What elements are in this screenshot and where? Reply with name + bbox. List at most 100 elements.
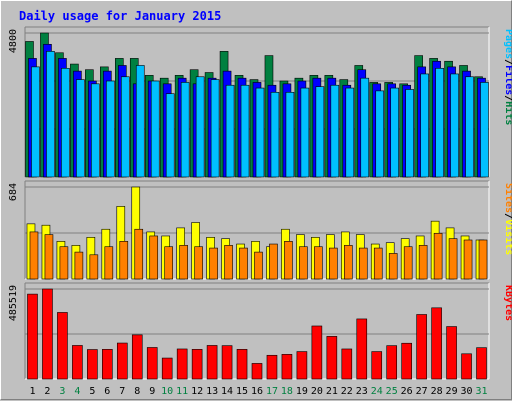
bar-kbytes-day-15 <box>236 349 248 380</box>
bar-pages-day-9 <box>150 80 160 178</box>
bar-pages-day-24 <box>375 90 385 178</box>
x-tick-label: 2 <box>44 386 50 397</box>
x-tick-label: 28 <box>431 386 443 397</box>
bar-kbytes-day-26 <box>401 342 412 380</box>
bar-sites-day-23 <box>358 247 368 280</box>
x-tick-label: 31 <box>475 386 487 397</box>
bar-sites-day-15 <box>239 247 248 280</box>
bar-sites-day-24 <box>373 247 383 280</box>
bar-sites-day-21 <box>329 247 338 280</box>
bar-pages-day-10 <box>165 93 175 178</box>
bar-kbytes-day-23 <box>356 318 368 380</box>
bar-pages-day-2 <box>46 51 55 178</box>
bar-kbytes-day-25 <box>386 345 398 380</box>
bar-pages-day-12 <box>195 76 205 178</box>
bar-sites-day-8 <box>134 228 144 280</box>
x-tick-label: 4 <box>74 386 80 397</box>
x-tick-label: 29 <box>446 386 458 397</box>
bar-sites-day-29 <box>448 238 458 280</box>
bar-kbytes-day-18 <box>281 354 293 380</box>
bar-kbytes-day-21 <box>326 336 338 380</box>
y-max-label: 684 <box>8 183 19 201</box>
bar-kbytes-day-6 <box>102 349 113 380</box>
x-tick-label: 21 <box>326 386 338 397</box>
bar-kbytes-day-11 <box>176 348 188 380</box>
x-tick-label: 22 <box>341 386 353 397</box>
bar-pages-day-22 <box>345 87 355 178</box>
y-axis-label: Sites/Visits <box>503 183 512 255</box>
bar-sites-day-3 <box>59 246 69 280</box>
x-tick-label: 16 <box>251 386 263 397</box>
y-axis-label-part: Sites <box>503 183 512 213</box>
bar-sites-day-31 <box>478 239 488 280</box>
bar-kbytes-day-29 <box>446 326 457 380</box>
y-axis-label: KBytes <box>503 285 512 321</box>
bar-sites-day-5 <box>89 254 99 280</box>
bar-pages-day-20 <box>315 86 325 178</box>
bar-sites-day-16 <box>254 251 263 280</box>
bar-pages-day-26 <box>405 89 414 178</box>
x-tick-label: 3 <box>59 386 65 397</box>
bar-sites-day-26 <box>403 246 413 280</box>
bar-sites-day-9 <box>149 235 159 280</box>
y-axis-label-part: / <box>503 95 512 101</box>
x-tick-label: 5 <box>89 386 95 397</box>
bar-kbytes-day-10 <box>161 357 173 380</box>
bar-pages-day-11 <box>180 82 190 178</box>
x-tick-label: 20 <box>311 386 323 397</box>
x-tick-label: 1 <box>29 386 35 397</box>
y-axis-label-part: Visits <box>503 219 512 255</box>
x-tick-label: 6 <box>104 386 110 397</box>
bar-sites-day-18 <box>284 241 293 280</box>
x-tick-label: 10 <box>161 386 173 397</box>
x-tick-label: 23 <box>356 386 368 397</box>
x-tick-label: 24 <box>371 386 383 397</box>
bar-pages-day-23 <box>360 77 370 178</box>
bar-sites-day-7 <box>119 241 129 280</box>
bar-kbytes-day-8 <box>131 334 143 380</box>
x-tick-label: 12 <box>191 386 203 397</box>
bar-kbytes-day-4 <box>72 345 83 380</box>
bar-pages-day-7 <box>120 76 130 178</box>
bar-pages-day-4 <box>76 79 85 178</box>
x-tick-label: 15 <box>236 386 248 397</box>
bar-kbytes-day-13 <box>206 345 218 380</box>
bar-kbytes-day-28 <box>431 307 442 380</box>
bar-kbytes-day-7 <box>116 342 128 380</box>
bar-pages-day-8 <box>135 65 145 178</box>
bar-sites-day-14 <box>224 245 233 280</box>
x-tick-label: 7 <box>119 386 125 397</box>
bar-pages-day-19 <box>300 87 310 178</box>
bar-kbytes-day-17 <box>266 354 278 380</box>
bar-kbytes-day-5 <box>87 349 98 380</box>
bar-pages-day-30 <box>465 76 474 178</box>
bar-pages-day-3 <box>61 67 70 178</box>
bar-kbytes-day-31 <box>476 347 487 380</box>
bar-pages-day-21 <box>330 84 340 178</box>
bar-kbytes-day-22 <box>341 348 353 380</box>
x-tick-label: 26 <box>401 386 413 397</box>
y-axis-label-part: Files <box>503 65 512 95</box>
bar-kbytes-day-12 <box>191 349 203 380</box>
bar-sites-day-13 <box>209 247 218 280</box>
bar-sites-day-12 <box>194 246 203 280</box>
bar-sites-day-25 <box>388 253 398 280</box>
x-tick-label: 18 <box>281 386 293 397</box>
bar-kbytes-day-9 <box>146 347 158 380</box>
bar-sites-day-10 <box>164 246 173 280</box>
bar-pages-day-15 <box>240 84 250 178</box>
y-axis-label-part: Pages <box>503 29 512 59</box>
bar-kbytes-day-20 <box>311 325 323 380</box>
bar-sites-day-2 <box>44 234 54 280</box>
bar-kbytes-day-3 <box>57 312 68 380</box>
bar-pages-day-27 <box>420 73 429 178</box>
bar-sites-day-17 <box>269 243 278 280</box>
bar-sites-day-27 <box>418 245 428 280</box>
bar-kbytes-day-1 <box>27 293 38 380</box>
x-tick-label: 8 <box>134 386 140 397</box>
y-max-label: 4800 <box>8 29 19 53</box>
bar-sites-day-28 <box>433 232 443 280</box>
y-axis-label-part: Hits <box>503 101 512 125</box>
